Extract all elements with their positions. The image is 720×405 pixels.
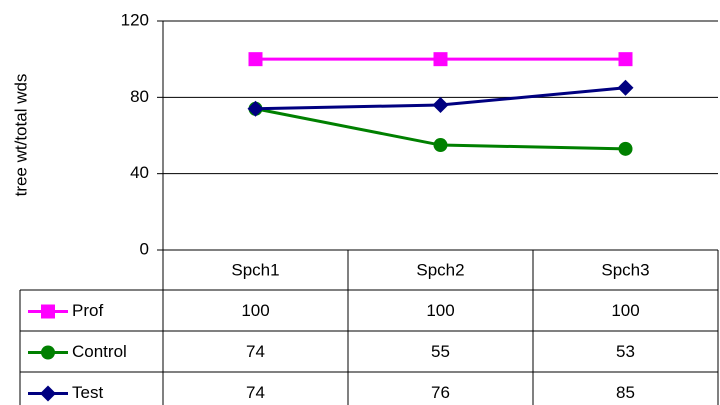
y-tick-label: 120 [121, 10, 149, 29]
marker [618, 141, 633, 156]
table-value: 100 [426, 301, 454, 320]
legend-marker [41, 345, 55, 360]
marker [247, 100, 264, 117]
marker [248, 52, 263, 67]
legend-label: Prof [72, 301, 103, 320]
marker [618, 52, 633, 67]
legend-label: Control [72, 342, 127, 361]
table-value: 53 [616, 342, 635, 361]
table-value: 85 [616, 383, 635, 402]
y-tick-label: 40 [130, 163, 149, 182]
y-tick-label: 80 [130, 87, 149, 106]
marker [433, 52, 448, 67]
table-value: 55 [431, 342, 450, 361]
marker [432, 96, 449, 113]
table-value: 100 [241, 301, 269, 320]
marker [617, 79, 634, 96]
marker [433, 138, 448, 153]
table-value: 74 [246, 342, 265, 361]
legend-label: Test [72, 383, 103, 402]
legend-marker [40, 385, 56, 402]
table-value: 74 [246, 383, 265, 402]
x-tick-label: Spch3 [601, 260, 649, 279]
x-tick-label: Spch1 [231, 260, 279, 279]
legend-marker [41, 304, 55, 319]
y-axis-label: tree wt/total wds [11, 74, 30, 197]
table-value: 76 [431, 383, 450, 402]
table-value: 100 [611, 301, 639, 320]
y-tick-label: 0 [140, 239, 149, 258]
x-tick-label: Spch2 [416, 260, 464, 279]
